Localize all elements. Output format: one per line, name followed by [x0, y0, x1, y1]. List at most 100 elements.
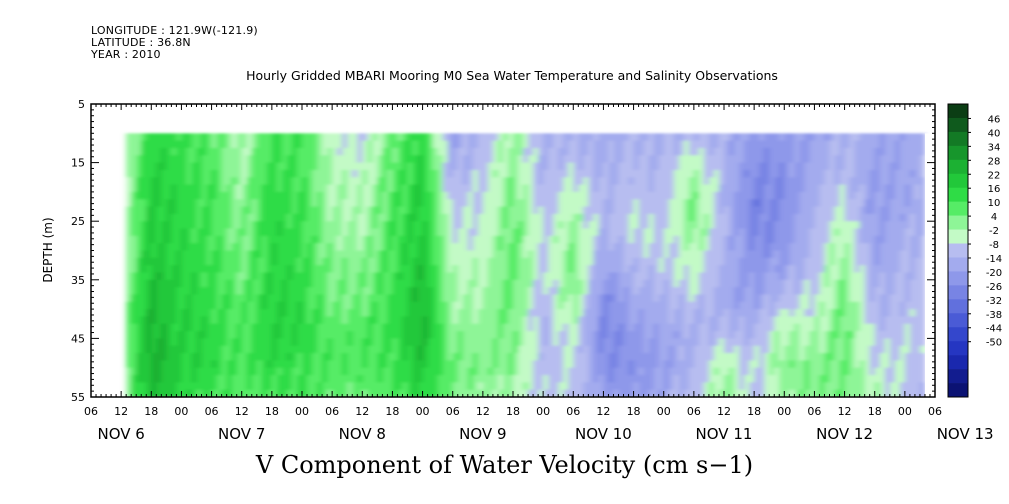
heatmap-cell: [784, 272, 790, 281]
heatmap-cell: [467, 162, 474, 171]
heatmap-cell: [352, 272, 358, 281]
heatmap-cell: [291, 133, 298, 142]
heatmap-cell: [819, 191, 826, 200]
heatmap-cell: [347, 338, 353, 347]
heatmap-cell: [447, 184, 454, 193]
heatmap-cell: [633, 155, 640, 164]
heatmap-cell: [186, 140, 193, 149]
heatmap-cell: [543, 294, 549, 303]
heatmap-cell: [693, 206, 700, 215]
heatmap-cell: [593, 235, 599, 244]
heatmap-cell: [337, 221, 343, 230]
heatmap-cell: [593, 265, 599, 274]
heatmap-cell: [769, 345, 775, 354]
heatmap-cell: [161, 382, 167, 391]
heatmap-cell: [528, 177, 534, 186]
heatmap-cell: [784, 199, 790, 208]
heatmap-cell: [417, 345, 424, 354]
heatmap-cell: [191, 367, 198, 376]
heatmap-cell: [658, 345, 665, 354]
heatmap-cell: [261, 294, 268, 303]
heatmap-cell: [789, 375, 795, 383]
heatmap-cell: [181, 133, 188, 142]
heatmap-cell: [337, 250, 343, 259]
heatmap-cell: [492, 169, 499, 178]
heatmap-cell: [497, 162, 504, 171]
heatmap-cell: [256, 191, 263, 200]
heatmap-cell: [221, 191, 228, 200]
heatmap-cell: [553, 257, 559, 266]
heatmap-cell: [291, 323, 298, 332]
heatmap-cell: [191, 375, 198, 383]
heatmap-cell: [638, 353, 645, 361]
heatmap-cell: [387, 191, 394, 200]
heatmap-cell: [658, 301, 665, 310]
heatmap-cell: [161, 316, 167, 325]
heatmap-cell: [372, 382, 378, 391]
heatmap-cell: [809, 375, 816, 383]
heatmap-cell: [764, 155, 770, 164]
heatmap-cell: [533, 367, 539, 376]
heatmap-cell: [417, 169, 424, 178]
heatmap-cell: [427, 162, 434, 171]
heatmap-cell: [427, 184, 434, 193]
heatmap-cell: [583, 389, 589, 397]
heatmap-cell: [307, 382, 313, 391]
heatmap-cell: [618, 243, 625, 252]
heatmap-cell: [708, 177, 715, 186]
heatmap-cell: [583, 360, 589, 369]
heatmap-cell: [613, 133, 620, 142]
heatmap-cell: [332, 221, 338, 230]
heatmap-cell: [558, 221, 564, 230]
heatmap-cell: [246, 382, 253, 391]
heatmap-cell: [317, 294, 323, 303]
heatmap-cell: [271, 331, 278, 339]
heatmap-cell: [367, 338, 373, 347]
heatmap-cell: [472, 140, 479, 149]
heatmap-cell: [241, 279, 248, 288]
heatmap-cell: [221, 323, 228, 332]
heatmap-cell: [332, 191, 338, 200]
heatmap-cell: [482, 250, 489, 259]
heatmap-cell: [698, 184, 705, 193]
heatmap-cell: [206, 235, 213, 244]
heatmap-cell: [126, 155, 132, 164]
heatmap-cell: [558, 162, 564, 171]
heatmap-cell: [543, 360, 549, 369]
heatmap-cell: [206, 133, 213, 142]
heatmap-cell: [603, 338, 610, 347]
heatmap-cell: [734, 323, 740, 332]
heatmap-cell: [487, 191, 494, 200]
heatmap-cell: [276, 228, 283, 237]
heatmap-cell: [427, 169, 434, 178]
heatmap-cell: [407, 279, 414, 288]
heatmap-cell: [613, 375, 620, 383]
heatmap-cell: [216, 243, 223, 252]
heatmap-cell: [382, 235, 388, 244]
heatmap-cell: [568, 301, 574, 310]
heatmap-cell: [804, 301, 810, 310]
heatmap-cell: [583, 147, 589, 156]
heatmap-cell: [236, 331, 243, 339]
heatmap-cell: [739, 389, 745, 397]
heatmap-cell: [698, 169, 705, 178]
heatmap-cell: [653, 338, 660, 347]
heatmap-cell: [749, 177, 755, 186]
heatmap-cell: [256, 177, 263, 186]
heatmap-cell: [191, 221, 198, 230]
heatmap-cell: [538, 169, 544, 178]
heatmap-cell: [221, 162, 228, 171]
heatmap-cell: [688, 147, 695, 156]
heatmap-cell: [718, 309, 725, 318]
heatmap-cell: [156, 235, 162, 244]
heatmap-cell: [794, 133, 800, 142]
heatmap-cell: [507, 243, 514, 252]
heatmap-cell: [161, 199, 167, 208]
heatmap-cell: [764, 147, 770, 156]
heatmap-cell: [457, 287, 464, 296]
heatmap-cell: [296, 345, 303, 354]
heatmap-cell: [417, 250, 424, 259]
heatmap-cell: [382, 140, 388, 149]
heatmap-cell: [663, 345, 670, 354]
heatmap-cell: [688, 316, 695, 325]
